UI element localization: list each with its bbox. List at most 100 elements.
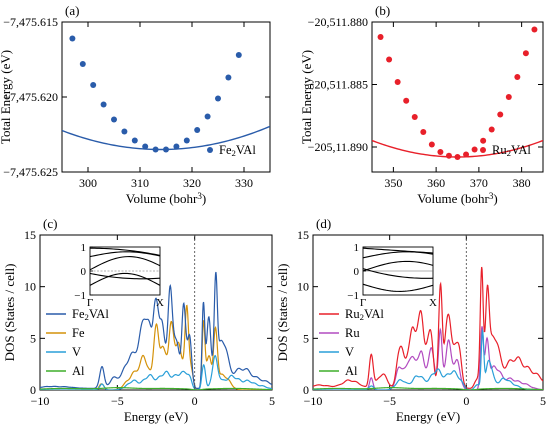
- y-tick-label: 0: [303, 383, 309, 397]
- y-tick-label: 10: [24, 280, 36, 294]
- inset-band: [362, 283, 434, 292]
- panel-label: (c): [43, 216, 57, 231]
- inset-x-tick-label: Γ: [87, 297, 93, 309]
- inset-y-tick-label: 1: [81, 242, 87, 254]
- data-point: [411, 114, 418, 120]
- data-point: [428, 141, 435, 148]
- x-tick-label: 0: [192, 394, 198, 408]
- data-point: [90, 82, 97, 88]
- x-tick-label: 360: [427, 176, 445, 190]
- x-tick-label: 0: [463, 394, 469, 408]
- data-point: [215, 95, 221, 102]
- data-point: [403, 97, 410, 104]
- x-axis-title: Energy (eV): [396, 409, 460, 424]
- data-point: [437, 149, 444, 155]
- legend-label: Ru: [345, 326, 360, 340]
- plot-frame: [312, 234, 544, 391]
- dos-curve-al: [313, 387, 543, 390]
- inset-y-tick-label: −1: [74, 290, 86, 302]
- y-tick-label: 5: [30, 331, 36, 345]
- x-tick-label: 380: [513, 176, 531, 190]
- x-tick-label: 310: [131, 176, 149, 190]
- x-tick-label: 5: [269, 394, 275, 408]
- x-axis-title: Volume (bohr3): [417, 191, 498, 206]
- data-point: [531, 26, 538, 33]
- inset-x-tick-label: X: [156, 297, 164, 309]
- data-point: [497, 111, 504, 118]
- inset-band: [362, 251, 434, 259]
- x-tick-label: 330: [235, 176, 253, 190]
- y-axis-title: DOS (States / cell): [275, 264, 290, 362]
- dos-curve-element: [40, 304, 272, 390]
- y-tick-label: 15: [24, 228, 36, 242]
- x-tick-label: 5: [540, 394, 546, 408]
- legend-label: V: [72, 345, 81, 359]
- data-point: [111, 116, 117, 123]
- y-tick-label: 5: [303, 331, 309, 345]
- inset-band-structure: 1 0 −1Γ X: [74, 242, 164, 309]
- data-point: [463, 151, 470, 158]
- panel-2: −1 0 −5 0 5 0 5 10 15 Energy (eV) DOS (States / ce…: [2, 216, 275, 424]
- y-tick-label: −20,511.880: [308, 15, 368, 29]
- inset-x-tick-label: Γ: [360, 297, 366, 309]
- legend-label: Al: [72, 364, 85, 378]
- data-point: [394, 79, 401, 85]
- inset-band-structure: 1 0 −1Γ X: [347, 242, 437, 309]
- data-point: [131, 137, 138, 144]
- data-point: [163, 146, 169, 153]
- legend-marker: [480, 147, 486, 153]
- x-tick-label: 320: [183, 176, 201, 190]
- y-tick-label: −205,11.890: [308, 140, 368, 154]
- x-axis-title: Energy (eV): [124, 409, 188, 424]
- inset-x-tick-label: X: [429, 297, 437, 309]
- dos-curve-v: [313, 328, 543, 390]
- data-point: [420, 129, 427, 135]
- legend-label: Fe: [72, 326, 85, 340]
- y-axis-title: Total Energy (eV): [299, 50, 314, 144]
- data-point: [204, 113, 211, 120]
- inset-band: [89, 256, 161, 271]
- dos-curve-v: [40, 354, 272, 390]
- plot-frame: [39, 234, 273, 391]
- y-tick-label: −7,475.620: [3, 90, 58, 104]
- data-point: [152, 146, 159, 153]
- legend-label: Ru2VAl: [345, 307, 384, 322]
- x-tick-label: −10: [304, 394, 323, 408]
- panel-label: (a): [65, 3, 79, 18]
- data-point: [121, 128, 128, 135]
- inset-band: [89, 251, 161, 258]
- data-point: [505, 94, 512, 100]
- y-tick-label: −7,475.615: [3, 15, 58, 29]
- inset-band: [89, 272, 161, 286]
- panel-label: (d): [316, 216, 331, 231]
- data-point: [488, 126, 495, 133]
- data-point: [454, 154, 461, 160]
- data-point: [225, 74, 232, 81]
- y-tick-label: 0: [30, 383, 36, 397]
- x-tick-label: 370: [470, 176, 488, 190]
- y-tick-label: −7,475.625: [3, 165, 58, 179]
- x-axis-title: Volume (bohr3): [126, 191, 207, 206]
- legend-label: Fe2VAl: [219, 143, 256, 158]
- data-point: [69, 35, 76, 42]
- inset-y-tick-label: 0: [81, 266, 87, 278]
- dos-curve-total: [40, 271, 272, 389]
- y-axis-title: DOS (States / cell): [2, 264, 17, 362]
- panel-label: (b): [375, 3, 390, 18]
- x-tick-label: −5: [111, 394, 124, 408]
- legend-label: Ru2VAl: [492, 143, 531, 158]
- data-point: [445, 152, 452, 159]
- inset-band: [89, 272, 161, 280]
- x-tick-label: 300: [79, 176, 97, 190]
- data-point: [79, 61, 86, 67]
- legend-label: Fe2VAl: [72, 307, 109, 322]
- data-point: [183, 137, 190, 144]
- dos-curve-total: [313, 266, 543, 389]
- plot-frame: [371, 21, 544, 173]
- y-tick-label: −20,511.885: [308, 78, 368, 92]
- legend-label: V: [345, 345, 354, 359]
- panel-1: 350 360 370 380 −20,511.880 −20,511.885 −205,1…: [299, 3, 544, 206]
- panel-0: 300 310 320 330 −7,475.615 −7,475.620 −7,475.6…: [0, 3, 271, 206]
